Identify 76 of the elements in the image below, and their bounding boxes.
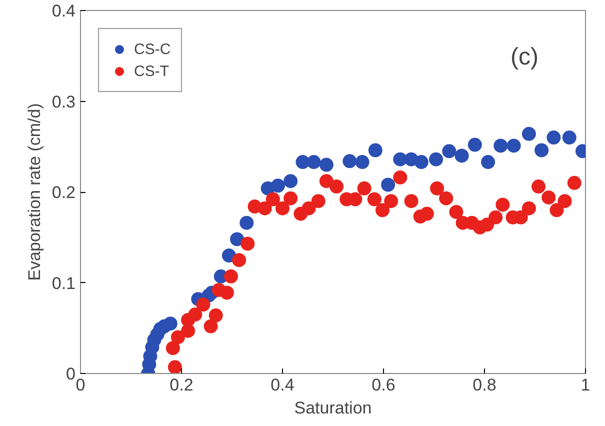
point	[375, 203, 390, 218]
point	[367, 192, 382, 206]
point	[429, 152, 444, 166]
point	[567, 176, 582, 190]
x-tick-label: 0.6	[372, 376, 396, 394]
x-tick-label: 1	[580, 376, 590, 394]
y-axis-title: Evaporation rate (cm/d)	[24, 103, 44, 281]
point	[357, 181, 372, 196]
point	[381, 178, 396, 192]
point	[481, 155, 496, 170]
x-tick-label: 0.2	[170, 376, 194, 394]
point	[393, 170, 408, 184]
point	[220, 286, 234, 300]
point	[420, 206, 434, 221]
point	[284, 174, 298, 188]
point	[342, 154, 357, 168]
point	[208, 308, 223, 322]
point	[232, 253, 246, 268]
point	[532, 180, 546, 194]
legend-label: CS-T	[134, 62, 169, 80]
annotation: (c)	[510, 44, 538, 70]
point	[546, 130, 561, 145]
point	[302, 201, 316, 216]
point	[480, 218, 494, 232]
point	[230, 232, 244, 246]
point	[522, 126, 536, 141]
point	[306, 155, 321, 170]
point	[454, 148, 469, 163]
point	[355, 155, 370, 170]
point	[240, 216, 254, 230]
legend-label: CS-C	[134, 40, 171, 58]
point	[494, 138, 508, 153]
point	[319, 158, 334, 172]
point	[270, 178, 285, 193]
point	[258, 201, 272, 216]
point	[468, 138, 482, 152]
y-tick-label: 0.3	[52, 92, 76, 112]
point	[196, 298, 210, 312]
point	[562, 130, 576, 145]
point	[550, 203, 564, 218]
point	[170, 330, 185, 344]
y-tick-label: 0.1	[52, 274, 76, 293]
point	[442, 144, 456, 158]
x-tick-label: 0.8	[472, 376, 496, 394]
point	[168, 360, 182, 374]
y-tick-label: 0.2	[52, 183, 76, 202]
x-tick-label: 0.4	[270, 376, 294, 394]
point	[284, 191, 298, 206]
point	[414, 155, 428, 170]
point	[319, 174, 334, 188]
y-tick-label: 0.4	[52, 2, 76, 20]
point	[384, 194, 398, 208]
point	[311, 194, 326, 208]
point	[330, 180, 344, 194]
point	[224, 269, 238, 284]
point	[506, 138, 521, 153]
point	[188, 308, 202, 322]
point	[240, 236, 255, 251]
point	[534, 143, 549, 158]
point	[276, 201, 290, 216]
point	[439, 191, 454, 206]
point	[449, 204, 464, 219]
point	[496, 198, 510, 212]
point	[368, 143, 382, 158]
point	[522, 201, 536, 216]
point	[204, 319, 218, 334]
point	[266, 192, 280, 206]
point	[296, 155, 310, 170]
point	[163, 316, 178, 331]
point	[166, 341, 180, 356]
point	[558, 194, 572, 208]
point	[430, 181, 444, 196]
x-axis-title: Saturation	[294, 398, 372, 418]
point	[542, 190, 556, 204]
point	[488, 210, 503, 224]
point	[404, 194, 418, 208]
